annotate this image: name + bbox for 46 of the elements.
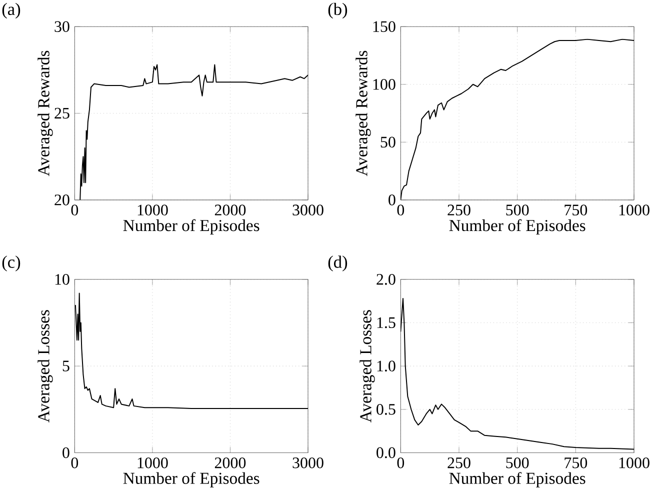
line-series: [400, 298, 634, 450]
x-axis-title: Number of Episodes: [449, 472, 586, 488]
x-tick-label: 2000: [214, 457, 246, 468]
y-axis-title: Averaged Losses: [38, 310, 53, 422]
x-tick-label: 0: [397, 457, 404, 468]
y-axis-title: Averaged Losses: [360, 310, 375, 422]
y-tick-label: 1.5: [377, 317, 396, 328]
x-tick-label: 0: [397, 204, 404, 216]
x-tick-label: 0: [71, 204, 78, 216]
y-axis-title: Averaged Rewards: [356, 50, 371, 176]
y-tick-label: 0: [62, 447, 70, 458]
y-tick-label: 0.5: [376, 404, 396, 415]
y-tick-label: 150: [373, 21, 396, 32]
x-tick-label: 1000: [619, 457, 650, 468]
y-axis-title: Averaged Rewards: [38, 50, 53, 176]
chart-title: (c): [2, 256, 20, 272]
x-axis-title: Number of Episodes: [123, 472, 260, 488]
x-axis-title: Number of Episodes: [449, 219, 586, 235]
y-tick-label: 0: [388, 194, 396, 206]
x-tick-label: 0: [71, 457, 78, 468]
y-tick-label: 20: [54, 194, 70, 206]
x-tick-label: 3000: [292, 457, 324, 468]
x-tick-label: 1000: [138, 204, 168, 216]
x-tick-label: 2000: [214, 204, 246, 216]
x-tick-label: 500: [506, 457, 529, 468]
y-tick-label: 10: [55, 274, 70, 285]
x-axis-title: Number of Episodes: [123, 219, 260, 235]
x-tick-label: 250: [448, 457, 470, 468]
x-tick-label: 1000: [619, 204, 650, 216]
x-tick-label: 1000: [138, 457, 168, 468]
y-tick-label: 5: [62, 360, 70, 372]
y-tick-label: 1.0: [377, 360, 396, 372]
y-tick-label: 25: [54, 108, 70, 119]
y-tick-label: 2.0: [376, 274, 396, 285]
y-tick-label: 30: [54, 21, 70, 32]
x-tick-label: 3000: [292, 204, 324, 216]
x-tick-label: 750: [564, 457, 588, 468]
x-tick-label: 250: [448, 204, 470, 216]
x-tick-label: 500: [506, 204, 529, 216]
y-tick-label: 50: [380, 136, 396, 148]
y-tick-label: 0.0: [376, 447, 396, 458]
x-tick-label: 750: [564, 204, 588, 216]
chart-title: (d): [328, 256, 348, 272]
chart-title: (a): [2, 2, 20, 19]
chart-title: (b): [328, 2, 348, 19]
y-tick-label: 100: [373, 78, 396, 90]
